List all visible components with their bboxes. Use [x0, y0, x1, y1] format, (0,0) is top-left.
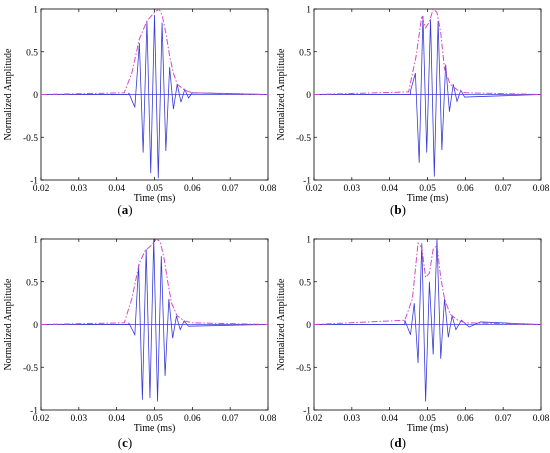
envelope-line	[41, 9, 268, 95]
y-tick-label: -0.5	[296, 364, 311, 374]
x-tick-label: 0.06	[184, 184, 201, 194]
y-tick-label: 0.5	[26, 278, 38, 288]
y-tick-label: -1	[30, 177, 38, 187]
series-group	[314, 9, 541, 177]
panel-caption: (c)	[118, 435, 132, 450]
x-tick-label: 0.02	[33, 184, 50, 194]
envelope-line	[314, 9, 541, 95]
series-group	[41, 9, 268, 179]
x-tick-label: 0.07	[222, 184, 239, 194]
y-tick-label: 0	[33, 91, 38, 101]
chart-panel: 0.02 0.03 0.04 0.05 0.06 0.07 0.08 -1 -0.5 0 0.5 1 T…	[3, 236, 277, 435]
y-tick-label: -0.5	[23, 134, 38, 144]
panel-caption: (a)	[117, 202, 132, 217]
chart-panel: 0.02 0.03 0.04 0.05 0.06 0.07 0.08 -1 -0.5 0 0.5 1 T…	[276, 236, 550, 435]
envelope-line	[314, 242, 541, 325]
y-tick-label: 0	[306, 91, 311, 101]
signal-line	[41, 14, 268, 179]
x-tick-label: 0.06	[457, 184, 474, 194]
series-group	[314, 239, 541, 402]
y-tick-label: 0.5	[299, 278, 311, 288]
x-tick-label: 0.02	[33, 414, 50, 424]
x-tick-label: 0.06	[184, 414, 201, 424]
x-tick-label: 0.02	[306, 184, 323, 194]
y-tick-label: 0.5	[299, 48, 311, 58]
x-tick-label: 0.06	[457, 414, 474, 424]
x-tick-label: 0.05	[419, 184, 436, 194]
x-tick-label: 0.08	[260, 414, 277, 424]
panel-caption-letter: a	[122, 202, 129, 217]
x-tick-label: 0.05	[146, 184, 163, 194]
y-axis-label: Normalized Amplitude	[276, 278, 287, 370]
x-tick-label: 0.04	[381, 414, 398, 424]
y-axis-label: Normalized Amplitude	[276, 48, 287, 140]
chart-panel: 0.02 0.03 0.04 0.05 0.06 0.07 0.08 -1 -0.5 0 0.5 1 T…	[3, 6, 277, 205]
x-tick-label: 0.05	[146, 414, 163, 424]
y-tick-label: 1	[306, 236, 311, 246]
y-tick-label: 0	[306, 321, 311, 331]
y-tick-label: -0.5	[296, 134, 311, 144]
x-axis-label: Time (ms)	[407, 193, 449, 204]
y-tick-label: 0	[33, 321, 38, 331]
y-axis-label: Normalized Amplitude	[3, 48, 14, 140]
y-tick-label: 1	[33, 236, 38, 246]
x-tick-label: 0.07	[222, 414, 239, 424]
x-tick-label: 0.07	[495, 184, 512, 194]
x-axis-label: Time (ms)	[134, 423, 176, 434]
x-tick-label: 0.08	[533, 184, 550, 194]
x-tick-label: 0.08	[533, 414, 550, 424]
series-group	[41, 239, 268, 402]
x-tick-label: 0.03	[71, 414, 88, 424]
x-tick-label: 0.03	[71, 184, 88, 194]
y-tick-label: -1	[30, 407, 38, 417]
x-tick-label: 0.05	[419, 414, 436, 424]
signal-line	[314, 15, 541, 177]
panel-caption: (d)	[390, 435, 406, 450]
signal-line	[41, 239, 268, 402]
x-tick-label: 0.04	[108, 184, 125, 194]
signal-line	[314, 239, 541, 402]
x-tick-label: 0.03	[344, 414, 361, 424]
x-tick-label: 0.03	[344, 184, 361, 194]
x-tick-label: 0.07	[495, 414, 512, 424]
y-tick-label: -0.5	[23, 364, 38, 374]
y-tick-label: -1	[303, 407, 311, 417]
x-tick-label: 0.08	[260, 184, 277, 194]
y-tick-label: 1	[33, 6, 38, 16]
panel-caption: (b)	[390, 202, 406, 217]
panel-caption-letter: b	[394, 202, 401, 217]
y-tick-label: 0.5	[26, 48, 38, 58]
x-tick-label: 0.04	[108, 414, 125, 424]
y-tick-label: -1	[303, 177, 311, 187]
x-tick-label: 0.02	[306, 414, 323, 424]
y-axis-label: Normalized Amplitude	[3, 278, 14, 370]
chart-panel: 0.02 0.03 0.04 0.05 0.06 0.07 0.08 -1 -0.5 0 0.5 1 T…	[276, 6, 550, 205]
panel-caption-letter: d	[394, 435, 402, 450]
panel-caption-letter: c	[122, 435, 128, 450]
x-tick-label: 0.04	[381, 184, 398, 194]
x-axis-label: Time (ms)	[407, 423, 449, 434]
x-axis-label: Time (ms)	[134, 193, 176, 204]
envelope-line	[41, 239, 268, 325]
y-tick-label: 1	[306, 6, 311, 16]
